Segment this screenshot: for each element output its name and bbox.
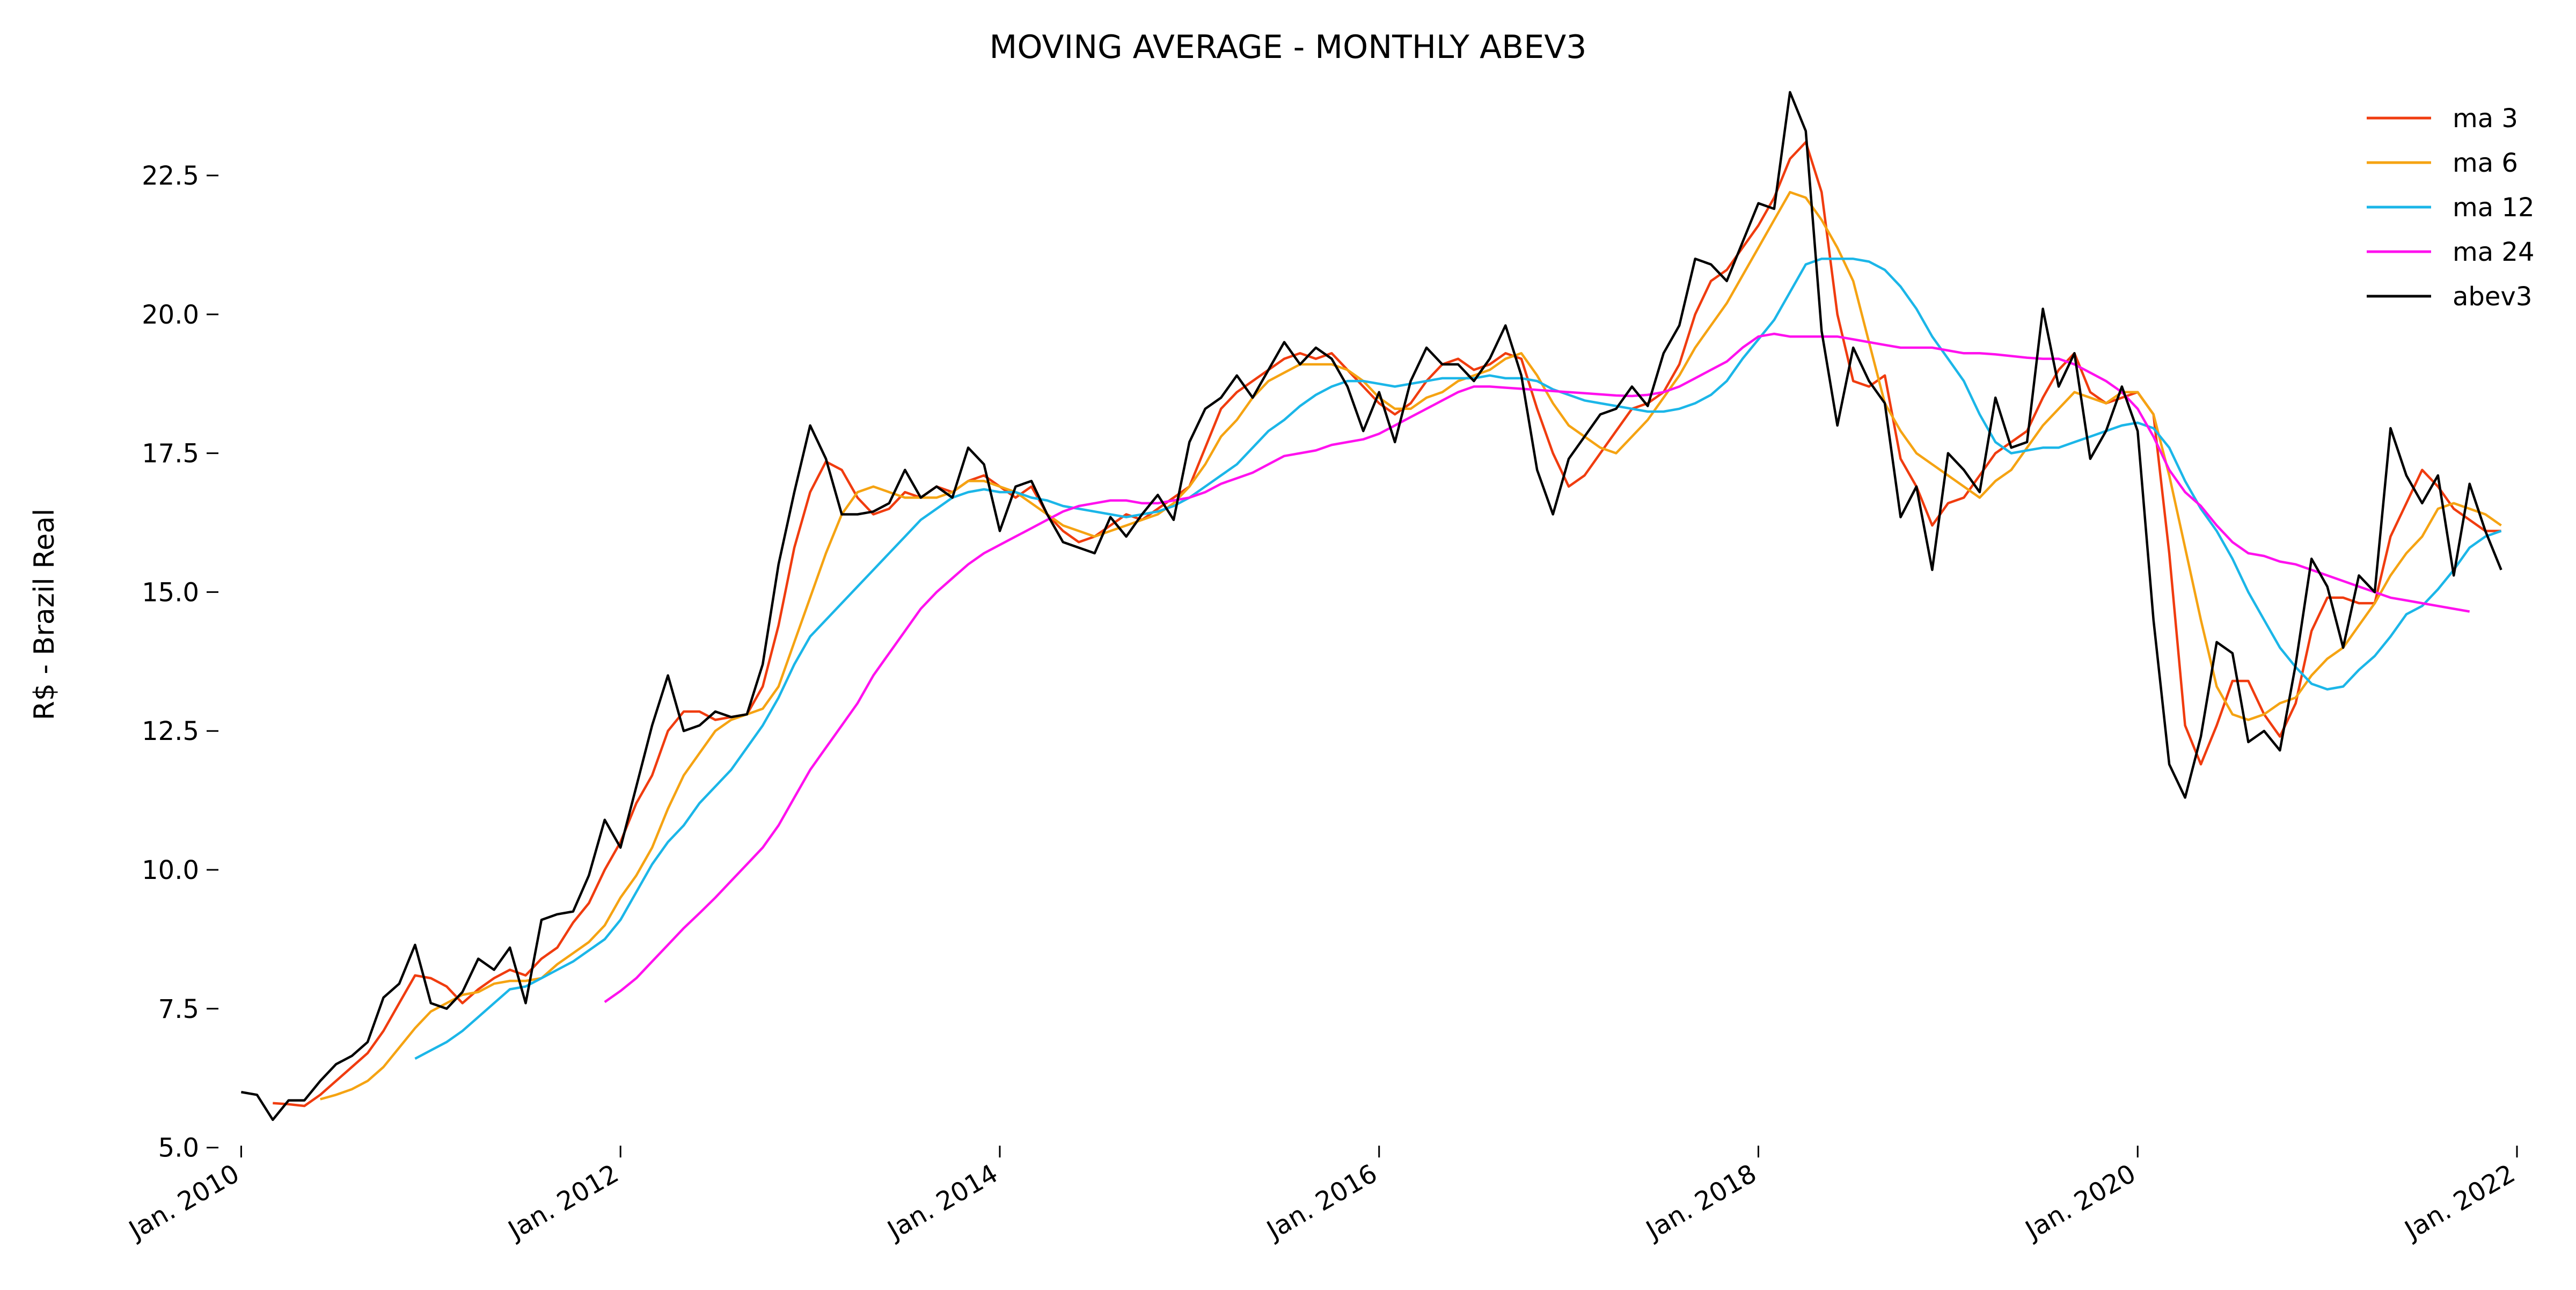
legend-label: ma 24 — [2453, 237, 2535, 267]
legend-label: ma 3 — [2453, 104, 2518, 134]
series-line-abev3 — [241, 91, 2502, 1122]
legend-label: ma 6 — [2453, 148, 2518, 178]
series-line-ma-6 — [320, 190, 2502, 1101]
y-axis-label: R$ - Brazil Real — [28, 509, 61, 721]
series-line-ma-12 — [414, 258, 2502, 1060]
y-tick-label: 5.0 — [158, 1133, 199, 1163]
series-lines — [241, 91, 2502, 1122]
axes: 5.0 7.5 10.0 12.5 15.0 17.5 20.0 22.5 Jan. 2010 J… — [123, 161, 2520, 1246]
legend-label: ma 12 — [2453, 193, 2535, 223]
x-tick-label: Jan. 2018 — [1640, 1159, 1762, 1246]
x-tick-label: Jan. 2022 — [2398, 1159, 2520, 1246]
x-tick-label: Jan. 2014 — [881, 1159, 1003, 1246]
legend: ma 3 ma 6 ma 12 ma 24 abev3 — [2367, 104, 2535, 312]
series-line-ma-3 — [273, 141, 2501, 1108]
y-tick-label: 20.0 — [142, 300, 199, 330]
chart-title: MOVING AVERAGE - MONTHLY ABEV3 — [990, 28, 1587, 66]
y-tick-label: 10.0 — [142, 855, 199, 885]
y-tick-label: 22.5 — [142, 161, 199, 191]
y-tick-label: 12.5 — [142, 716, 199, 746]
y-tick-label: 17.5 — [142, 439, 199, 469]
y-tick-label: 15.0 — [142, 577, 199, 607]
x-tick-label: Jan. 2012 — [502, 1159, 624, 1246]
x-tick-label: Jan. 2020 — [2019, 1159, 2141, 1246]
x-tick-label: Jan. 2010 — [123, 1159, 245, 1246]
series-line-ma-24 — [604, 332, 2470, 1003]
legend-label: abev3 — [2453, 282, 2532, 312]
y-tick-label: 7.5 — [158, 994, 199, 1024]
x-tick-label: Jan. 2016 — [1261, 1159, 1382, 1246]
